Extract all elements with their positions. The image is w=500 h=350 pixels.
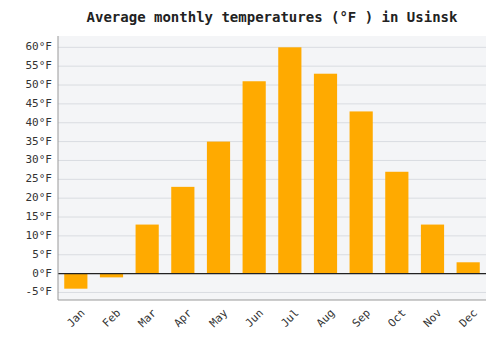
y-tick-label: 10°F (26, 229, 53, 242)
bar (278, 47, 301, 273)
grid-line (58, 103, 486, 104)
x-tick-label: Dec (457, 307, 480, 330)
y-tick-label: 45°F (26, 97, 53, 110)
grid-line (58, 179, 486, 180)
x-tick-label: Jun (243, 307, 266, 330)
bar (243, 81, 266, 273)
chart-svg: -5°F 0°F 5°F 10°F 15°F 20°F 25°F 30°F 35°F 40°F 45… (0, 0, 500, 350)
x-tick-label: Jan (64, 307, 87, 330)
bar (171, 187, 194, 274)
bar (314, 74, 337, 274)
y-axis-labels: -5°F 0°F 5°F 10°F 15°F 20°F 25°F 30°F 35°F 40°F 45… (26, 40, 53, 298)
plot-background (58, 36, 486, 300)
grid-line (58, 292, 486, 293)
grid-line (58, 198, 486, 199)
bar (207, 142, 230, 274)
x-axis-line (58, 300, 486, 301)
y-tick-label: 60°F (26, 40, 53, 53)
x-tick-label: Jul (278, 307, 301, 330)
bar (350, 111, 373, 273)
y-tick-label: -5°F (26, 285, 53, 298)
y-tick-label: 55°F (26, 59, 53, 72)
y-tick-label: 5°F (32, 248, 52, 261)
x-tick-label: Nov (421, 306, 445, 330)
bars (64, 47, 480, 288)
x-tick-label: Feb (100, 307, 123, 330)
y-tick-label: 40°F (26, 116, 53, 129)
y-axis-line (58, 36, 59, 300)
chart-container: -5°F 0°F 5°F 10°F 15°F 20°F 25°F 30°F 35°F 40°F 45… (0, 0, 500, 350)
x-tick-label: Aug (314, 307, 337, 330)
y-tick-label: 15°F (26, 210, 53, 223)
chart-title: Average monthly temperatures (°F ) in Us… (87, 9, 458, 25)
y-tick-label: 25°F (26, 172, 53, 185)
grid-line (58, 66, 486, 67)
y-tick-label: 35°F (26, 135, 53, 148)
y-tick-label: 20°F (26, 191, 53, 204)
grid (58, 47, 486, 292)
y-tick-label: 50°F (26, 78, 53, 91)
x-tick-label: Sep (350, 307, 373, 330)
grid-line (58, 47, 486, 48)
x-tick-label: May (207, 306, 231, 330)
x-tick-label: Oct (385, 307, 408, 330)
grid-line (58, 160, 486, 161)
grid-line (58, 273, 486, 274)
bar (64, 274, 87, 289)
zero-line (58, 273, 486, 274)
grid-line (58, 217, 486, 218)
y-tick-label: 0°F (32, 267, 52, 280)
x-tick-label: Apr (171, 306, 195, 330)
bar (385, 172, 408, 274)
bar (136, 225, 159, 274)
grid-line (58, 141, 486, 142)
grid-line (58, 122, 486, 123)
y-tick-label: 30°F (26, 153, 53, 166)
bar (457, 262, 480, 273)
bar (421, 225, 444, 274)
x-axis-labels: Jan Feb Mar Apr May Jun Jul Aug Sep Oct Nov Dec (64, 306, 480, 330)
grid-line (58, 85, 486, 86)
x-tick-label: Mar (136, 306, 160, 330)
